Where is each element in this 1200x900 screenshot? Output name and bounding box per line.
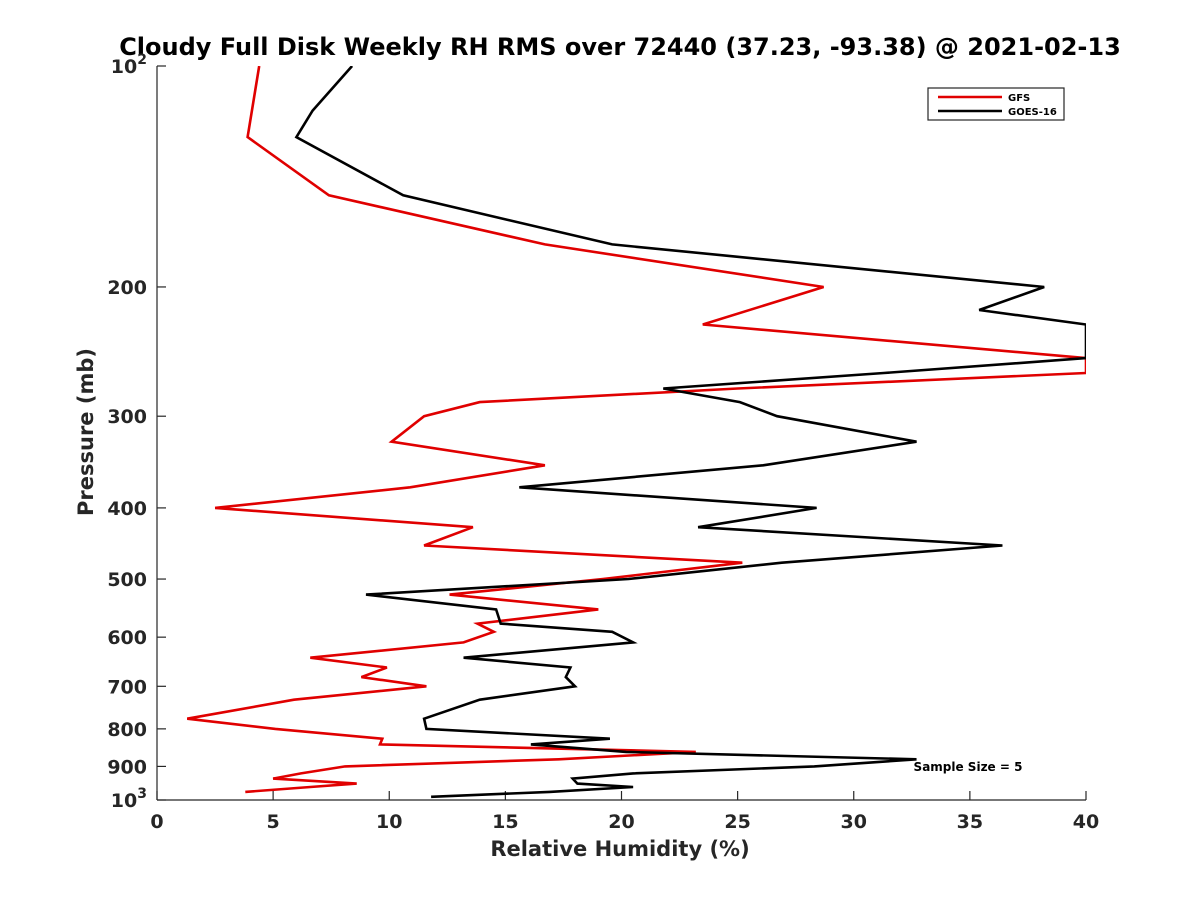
y-tick-label: 600	[107, 627, 147, 649]
series-line-gfs	[186, 66, 1086, 794]
x-axis-label: Relative Humidity (%)	[490, 837, 749, 861]
chart-title: Cloudy Full Disk Weekly RH RMS over 7244…	[119, 33, 1121, 61]
sample-size-annotation: Sample Size = 5	[914, 760, 1023, 774]
legend: GFS GOES-16	[927, 87, 1065, 121]
y-tick-label: 300	[107, 406, 147, 428]
y-tick-label: 200	[107, 277, 147, 299]
y-tick-label: 500	[107, 569, 147, 591]
legend-label-goes-16: GOES-16	[1008, 107, 1057, 118]
x-tick-label: 5	[267, 811, 280, 833]
y-tick-label: 900	[107, 756, 147, 778]
x-tick-label: 0	[150, 811, 163, 833]
series-lines	[186, 66, 1086, 799]
series-line-goes-16	[294, 66, 1086, 799]
x-tick-label: 30	[841, 811, 867, 833]
legend-label-gfs: GFS	[1008, 93, 1030, 104]
y-axis-label: Pressure (mb)	[74, 348, 98, 516]
x-tick-label: 25	[724, 811, 750, 833]
y-tick-label: 700	[107, 676, 147, 698]
x-tick-label: 35	[957, 811, 983, 833]
x-tick-label: 10	[376, 811, 402, 833]
x-tick-label: 40	[1073, 811, 1099, 833]
x-tick-label: 15	[492, 811, 518, 833]
legend-box	[927, 87, 1065, 121]
axis-ticks: 0 5 10 15 20 25 30 35 40 102 200 300 400 500 600 700 800…	[107, 52, 1099, 833]
y-tick-label: 400	[107, 498, 147, 520]
y-tick-label: 800	[107, 719, 147, 741]
plot-axes	[156, 66, 1086, 801]
y-tick-label: 103	[111, 786, 147, 812]
y-tick-label: 102	[111, 52, 147, 78]
x-tick-label: 20	[608, 811, 634, 833]
